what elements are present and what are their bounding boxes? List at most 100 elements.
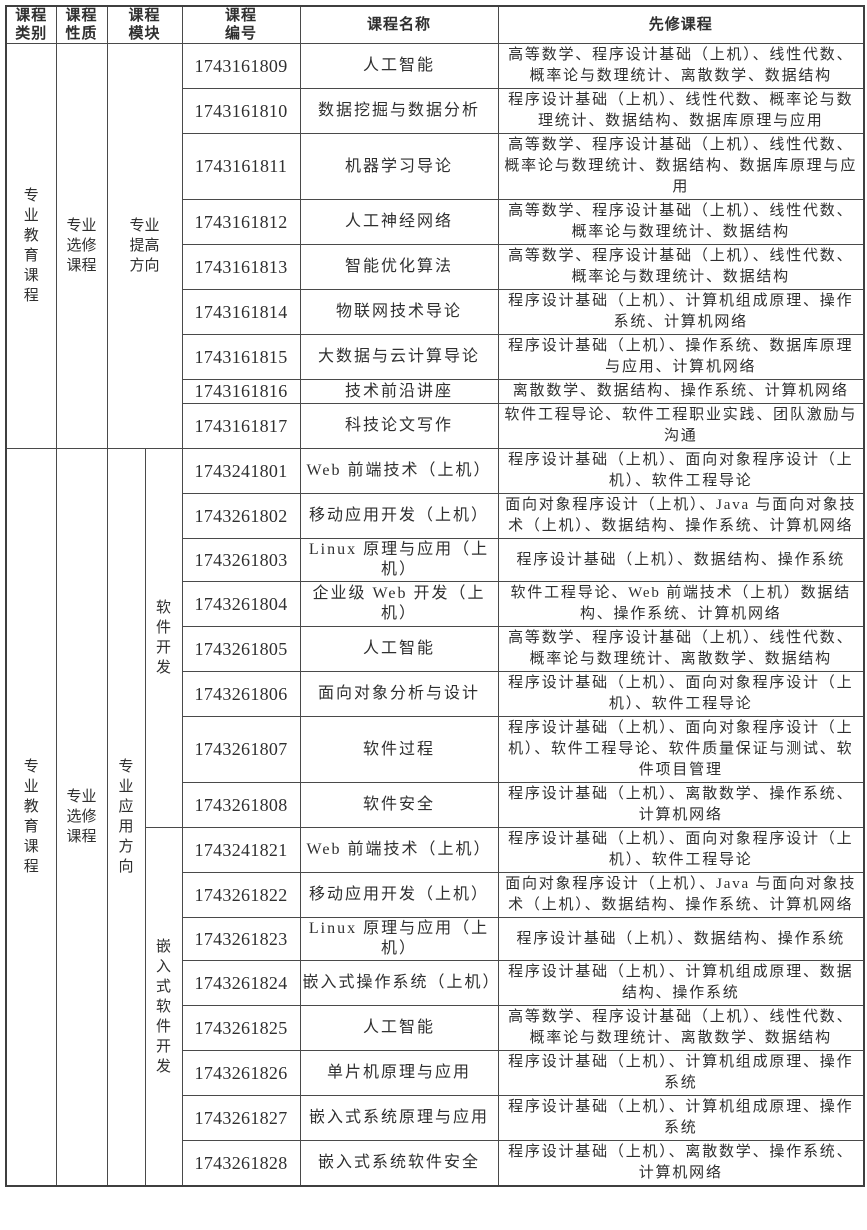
course-name-cell: 机器学习导论 [299,133,499,200]
course-id-cell: 1743261803 [181,538,301,582]
course-table: 课程 类别 课程 性质 课程 模块 课程 编号 课程名称 先修课程 专 业 教 … [5,5,866,1187]
course-prerequisites-cell: 软件工程导论、软件工程职业实践、团队激励与沟通 [497,403,865,449]
course-id-cell: 1743261806 [181,671,301,717]
header-row: 课程 类别 课程 性质 课程 模块 课程 编号 课程名称 先修课程 [5,5,865,44]
table-row: 专 业 教 育 课 程专业 选修 课程 专业 提高 方向 1743161809 人工智… [5,43,865,449]
table-row: 1743261808 软件安全 程序设计基础（上机）、离散数学、操作系统、计算机网络 [6,782,865,828]
module-cell: 嵌 入 式 软 件 开 发 [144,827,183,1187]
nature-cell: 专业 选修 课程 [55,448,108,1187]
category-cell: 专 业 教 育 课 程 [5,43,57,449]
course-prerequisites-cell: 高等数学、程序设计基础（上机）、线性代数、概率论与数理统计、离散数学、数据结构 [497,43,865,89]
course-id-cell: 1743161813 [181,244,301,290]
course-name-cell: 嵌入式系统软件安全 [299,1140,499,1187]
course-name-cell: 软件过程 [299,716,499,783]
table-row: 专 业 教 育 课 程专业 选修 课程专 业 应 用 方 向软 件 开 发 174… [5,448,865,1187]
table-row: 1743161810 数据挖掘与数据分析 程序设计基础（上机）、线性代数、概率论与数… [6,88,865,134]
table-row: 1743261806 面向对象分析与设计 程序设计基础（上机）、面向对象程序设计（上… [6,671,865,717]
course-name-cell: 人工智能 [299,43,499,89]
course-name-cell: 智能优化算法 [299,244,499,290]
course-prerequisites-cell: 程序设计基础（上机）、面向对象程序设计（上机）、软件工程导论、软件质量保证与测试… [497,716,865,783]
course-prerequisites-cell: 软件工程导论、Web 前端技术（上机）数据结构、操作系统、计算机网络 [497,581,865,627]
header-cell-course-module: 课程 模块 [106,5,183,44]
course-id-cell: 1743161809 [181,43,301,89]
course-prerequisites-cell: 高等数学、程序设计基础（上机）、线性代数、概率论与数理统计、离散数学、数据结构 [497,1005,865,1051]
course-name-cell: Linux 原理与应用（上机） [299,538,499,582]
course-name-cell: 企业级 Web 开发（上机） [299,581,499,627]
table-row: 1743261823 Linux 原理与应用（上机） 程序设计基础（上机）、数据结构… [6,917,865,961]
table-row: 1743161814 物联网技术导论 程序设计基础（上机）、计算机组成原理、操作系统… [6,289,865,335]
course-name-cell: 人工智能 [299,1005,499,1051]
course-id-cell: 1743161815 [181,334,301,380]
course-prerequisites-cell: 高等数学、程序设计基础（上机）、线性代数、概率论与数理统计、离散数学、数据结构 [497,626,865,672]
course-prerequisites-cell: 程序设计基础（上机）、数据结构、操作系统 [497,538,865,582]
course-prerequisites-cell: 程序设计基础（上机）、面向对象程序设计（上机）、软件工程导论 [497,827,865,873]
course-name-cell: 人工神经网络 [299,199,499,245]
table-row: 1743161813 智能优化算法 高等数学、程序设计基础（上机）、线性代数、概率论… [6,244,865,290]
course-prerequisites-cell: 程序设计基础（上机）、离散数学、操作系统、计算机网络 [497,1140,865,1187]
course-id-cell: 1743261827 [181,1095,301,1141]
course-name-cell: 物联网技术导论 [299,289,499,335]
nature-cell: 专业 选修 课程 [55,43,108,449]
course-id-cell: 1743261825 [181,1005,301,1051]
table-row: 1743161811 机器学习导论 高等数学、程序设计基础（上机）、线性代数、概率论… [6,133,865,200]
course-prerequisites-cell: 程序设计基础（上机）、数据结构、操作系统 [497,917,865,961]
course-prerequisites-cell: 程序设计基础（上机）、离散数学、操作系统、计算机网络 [497,782,865,828]
header-cell-prerequisites: 先修课程 [497,5,865,44]
course-prerequisites-cell: 程序设计基础（上机）、面向对象程序设计（上机）、软件工程导论 [497,448,865,494]
course-id-cell: 1743261804 [181,581,301,627]
course-name-cell: Web 前端技术（上机） [299,448,499,494]
course-name-cell: 数据挖掘与数据分析 [299,88,499,134]
course-prerequisites-cell: 面向对象程序设计（上机）、Java 与面向对象技术（上机）、数据结构、操作系统、… [497,872,865,918]
header-cell-course-id: 课程 编号 [181,5,301,44]
course-prerequisites-cell: 高等数学、程序设计基础（上机）、线性代数、概率论与数理统计、数据结构、数据库原理… [497,133,865,200]
table-row: 1743261826 单片机原理与应用 程序设计基础（上机）、计算机组成原理、操作系… [6,1050,865,1096]
course-id-cell: 1743261808 [181,782,301,828]
course-name-cell: Web 前端技术（上机） [299,827,499,873]
course-id-cell: 1743241821 [181,827,301,873]
table-row: 1743261805 人工智能 高等数学、程序设计基础（上机）、线性代数、概率论与数… [6,626,865,672]
course-id-cell: 1743261822 [181,872,301,918]
table-row: 1743261822 移动应用开发（上机） 面向对象程序设计（上机）、Java 与面… [6,872,865,918]
course-name-cell: 移动应用开发（上机） [299,872,499,918]
table-body: 专 业 教 育 课 程专业 选修 课程 专业 提高 方向 1743161809 人工智… [5,43,865,1187]
category-cell: 专 业 教 育 课 程 [5,448,57,1187]
table-row: 1743161815 大数据与云计算导论 程序设计基础（上机）、操作系统、数据库原理… [6,334,865,380]
header-cell-course-category: 课程 类别 [5,5,57,44]
document-page: 课程 类别 课程 性质 课程 模块 课程 编号 课程名称 先修课程 专 业 教 … [5,5,866,1187]
course-id-cell: 1743161814 [181,289,301,335]
module-cell: 软 件 开 发 [144,448,183,828]
course-id-cell: 1743161816 [181,379,301,404]
course-name-cell: 嵌入式操作系统（上机） [299,960,499,1006]
table-row: 1743261825 人工智能 高等数学、程序设计基础（上机）、线性代数、概率论与数… [6,1005,865,1051]
course-prerequisites-cell: 程序设计基础（上机）、计算机组成原理、操作系统 [497,1095,865,1141]
course-name-cell: 软件安全 [299,782,499,828]
course-id-cell: 1743261802 [181,493,301,539]
header-cell-course-nature: 课程 性质 [55,5,108,44]
course-id-cell: 1743261807 [181,716,301,783]
course-id-cell: 1743241801 [181,448,301,494]
table-row: 1743261828 嵌入式系统软件安全 程序设计基础（上机）、离散数学、操作系统、… [6,1140,865,1187]
table-row: 嵌 入 式 软 件 开 发 1743241821 Web 前端技术（上机） 程序设计基… [6,827,865,1187]
course-id-cell: 1743261824 [181,960,301,1006]
table-row: 1743261824 嵌入式操作系统（上机） 程序设计基础（上机）、计算机组成原理、… [6,960,865,1006]
course-prerequisites-cell: 程序设计基础（上机）、计算机组成原理、数据结构、操作系统 [497,960,865,1006]
course-prerequisites-cell: 面向对象程序设计（上机）、Java 与面向对象技术（上机）、数据结构、操作系统、… [497,493,865,539]
course-id-cell: 1743161810 [181,88,301,134]
table-row: 1743261807 软件过程 程序设计基础（上机）、面向对象程序设计（上机）、软件… [6,716,865,783]
course-prerequisites-cell: 程序设计基础（上机）、计算机组成原理、操作系统、计算机网络 [497,289,865,335]
course-name-cell: 科技论文写作 [299,403,499,449]
course-id-cell: 1743261823 [181,917,301,961]
course-prerequisites-cell: 程序设计基础（上机）、面向对象程序设计（上机）、软件工程导论 [497,671,865,717]
course-prerequisites-cell: 程序设计基础（上机）、计算机组成原理、操作系统 [497,1050,865,1096]
course-prerequisites-cell: 高等数学、程序设计基础（上机）、线性代数、概率论与数理统计、数据结构 [497,244,865,290]
table-row: 1743261802 移动应用开发（上机） 面向对象程序设计（上机）、Java 与面… [6,493,865,539]
course-name-cell: Linux 原理与应用（上机） [299,917,499,961]
table-header: 课程 类别 课程 性质 课程 模块 课程 编号 课程名称 先修课程 [5,5,865,44]
course-id-cell: 1743161817 [181,403,301,449]
course-prerequisites-cell: 程序设计基础（上机）、操作系统、数据库原理与应用、计算机网络 [497,334,865,380]
course-name-cell: 人工智能 [299,626,499,672]
course-id-cell: 1743261826 [181,1050,301,1096]
course-name-cell: 移动应用开发（上机） [299,493,499,539]
course-name-cell: 技术前沿讲座 [299,379,499,404]
course-id-cell: 1743161811 [181,133,301,200]
